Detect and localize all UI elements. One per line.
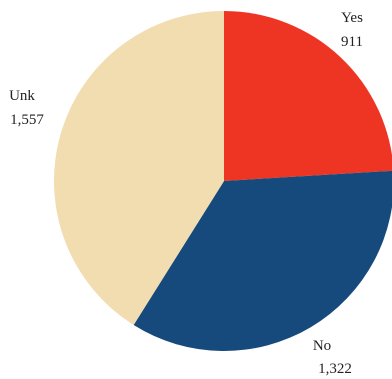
slice-value-unk: 1,557 (10, 112, 44, 128)
pie-slices (53, 11, 392, 351)
slice-label-unk: Unk (9, 88, 35, 104)
pie-slice-no (133, 170, 392, 351)
slice-label-yes: Yes (341, 10, 363, 26)
pie-slice-unk (53, 11, 225, 326)
pie-slice-yes (224, 11, 392, 181)
slice-value-no: 1,322 (318, 361, 352, 377)
slice-label-no: No (313, 338, 331, 354)
slice-value-yes: 911 (341, 34, 363, 50)
